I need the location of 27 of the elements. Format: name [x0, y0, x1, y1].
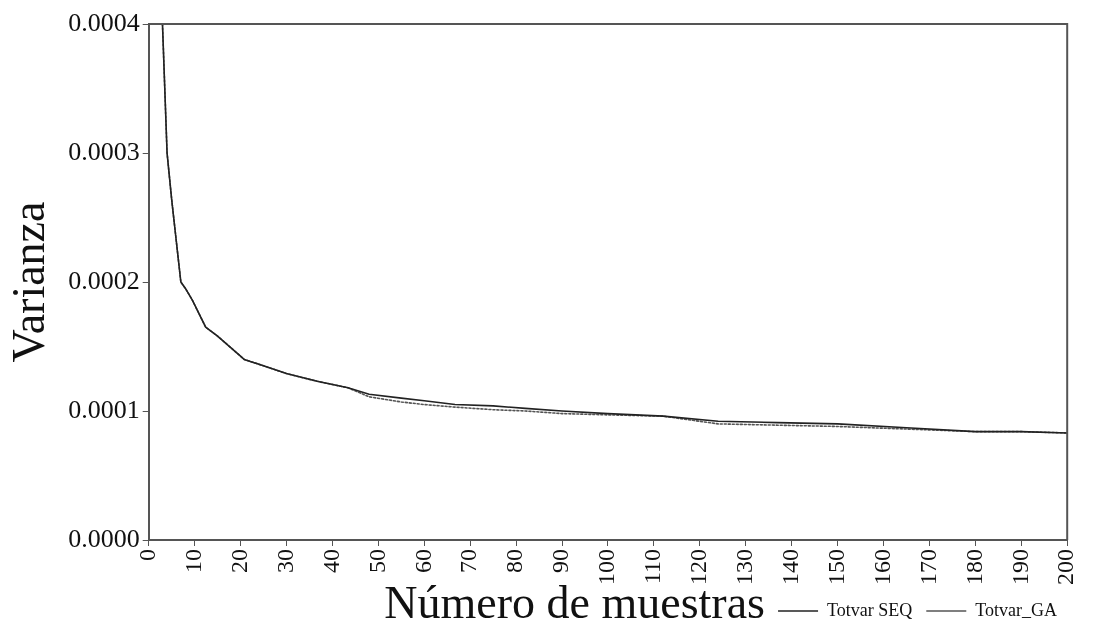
x-tick-label: 20 [225, 549, 252, 573]
x-tick-label: 140 [776, 549, 803, 585]
x-tick-label: 60 [409, 549, 436, 573]
x-tick-label: 90 [547, 549, 574, 573]
x-tick-label: 70 [455, 549, 482, 573]
x-tick-label: 80 [501, 549, 528, 573]
x-tick-label: 110 [639, 549, 666, 585]
y-tick-label: 0.0003 [68, 136, 140, 166]
legend-label: Totvar SEQ [827, 599, 913, 620]
x-tick-label: 120 [685, 549, 712, 585]
y-tick-label: 0.0004 [68, 7, 140, 37]
x-tick-label: 100 [593, 549, 620, 585]
x-tick-label: 50 [363, 549, 390, 573]
x-tick-label: 190 [1006, 549, 1033, 585]
y-tick-label: 0.0002 [68, 265, 140, 295]
x-tick-label: 10 [179, 549, 206, 573]
y-tick-label: 0.0001 [68, 394, 140, 424]
x-tick-label: 30 [271, 549, 298, 573]
x-tick-label: 40 [317, 549, 344, 573]
x-tick-label: 180 [960, 549, 987, 585]
x-tick-label: 170 [914, 549, 941, 585]
x-tick-label: 130 [731, 549, 758, 585]
y-axis-title: Varianza [2, 201, 54, 363]
x-tick-label: 160 [868, 549, 895, 585]
x-tick-label: 150 [822, 549, 849, 585]
legend-label: Totvar_GA [975, 599, 1058, 620]
x-tick-label: 200 [1052, 549, 1079, 585]
